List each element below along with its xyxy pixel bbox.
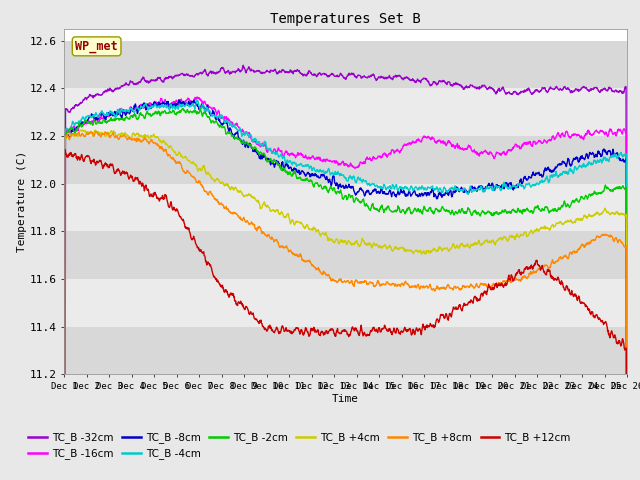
Bar: [64, 88, 627, 136]
Bar: [64, 279, 627, 327]
TC_B -4cm: [321, 170, 329, 176]
TC_B -32cm: [239, 62, 247, 68]
TC_B -4cm: [193, 97, 200, 103]
TC_B -16cm: [381, 151, 388, 156]
Bar: [64, 184, 627, 231]
TC_B -4cm: [127, 106, 134, 111]
Bar: [64, 41, 627, 88]
Y-axis label: Temperature (C): Temperature (C): [17, 151, 27, 252]
TC_B +4cm: [79, 127, 86, 133]
TC_B +8cm: [300, 257, 307, 263]
Title: Temperatures Set B: Temperatures Set B: [270, 12, 421, 26]
Line: TC_B -16cm: TC_B -16cm: [64, 97, 627, 480]
TC_B -4cm: [300, 163, 307, 168]
TC_B +8cm: [127, 136, 134, 142]
TC_B -2cm: [321, 183, 329, 189]
TC_B -8cm: [300, 169, 307, 175]
TC_B -32cm: [321, 71, 329, 77]
TC_B -16cm: [193, 94, 201, 100]
TC_B +12cm: [300, 332, 307, 338]
TC_B -4cm: [104, 112, 111, 118]
Line: TC_B -2cm: TC_B -2cm: [64, 108, 627, 480]
TC_B -32cm: [311, 72, 319, 78]
TC_B -16cm: [311, 157, 319, 163]
TC_B -8cm: [321, 175, 329, 181]
TC_B -2cm: [127, 114, 134, 120]
TC_B +4cm: [381, 242, 388, 248]
TC_B +12cm: [104, 164, 112, 169]
Line: TC_B -4cm: TC_B -4cm: [64, 100, 627, 480]
TC_B -8cm: [175, 97, 183, 103]
TC_B -32cm: [127, 78, 134, 84]
Bar: [64, 136, 627, 184]
Line: TC_B -32cm: TC_B -32cm: [64, 65, 627, 480]
TC_B -8cm: [104, 111, 111, 117]
TC_B -8cm: [311, 171, 319, 177]
Line: TC_B -8cm: TC_B -8cm: [64, 100, 627, 480]
TC_B -16cm: [104, 112, 111, 118]
TC_B -4cm: [381, 183, 388, 189]
TC_B -2cm: [104, 119, 111, 124]
TC_B +4cm: [127, 136, 134, 142]
Line: TC_B +4cm: TC_B +4cm: [64, 130, 627, 480]
TC_B -8cm: [381, 191, 388, 196]
TC_B +4cm: [104, 130, 112, 135]
Text: WP_met: WP_met: [76, 40, 118, 53]
TC_B +8cm: [381, 282, 388, 288]
TC_B -32cm: [104, 86, 111, 92]
Line: TC_B +8cm: TC_B +8cm: [64, 132, 627, 480]
Line: TC_B +12cm: TC_B +12cm: [64, 149, 627, 480]
Bar: [64, 327, 627, 374]
TC_B -2cm: [300, 177, 307, 183]
TC_B -16cm: [321, 157, 329, 163]
TC_B +12cm: [61, 146, 68, 152]
TC_B -2cm: [311, 180, 319, 186]
TC_B -8cm: [127, 108, 134, 114]
TC_B -32cm: [381, 75, 388, 81]
TC_B +12cm: [127, 173, 134, 179]
TC_B +8cm: [321, 270, 329, 276]
TC_B -4cm: [311, 168, 319, 173]
TC_B +12cm: [321, 330, 329, 336]
TC_B -32cm: [300, 73, 307, 79]
TC_B -2cm: [179, 106, 187, 111]
TC_B +8cm: [104, 130, 112, 136]
TC_B +4cm: [311, 225, 319, 231]
X-axis label: Time: Time: [332, 394, 359, 404]
TC_B +4cm: [300, 224, 307, 230]
Bar: [64, 231, 627, 279]
TC_B +8cm: [92, 129, 100, 134]
TC_B +12cm: [381, 323, 388, 328]
TC_B +4cm: [321, 230, 329, 236]
TC_B +12cm: [311, 328, 319, 334]
TC_B -2cm: [381, 206, 388, 212]
TC_B -16cm: [127, 104, 134, 110]
TC_B +8cm: [311, 264, 319, 270]
Legend: TC_B -32cm, TC_B -16cm, TC_B -8cm, TC_B -4cm, TC_B -2cm, TC_B +4cm, TC_B +8cm, T: TC_B -32cm, TC_B -16cm, TC_B -8cm, TC_B …: [24, 428, 575, 463]
TC_B -16cm: [300, 155, 307, 160]
